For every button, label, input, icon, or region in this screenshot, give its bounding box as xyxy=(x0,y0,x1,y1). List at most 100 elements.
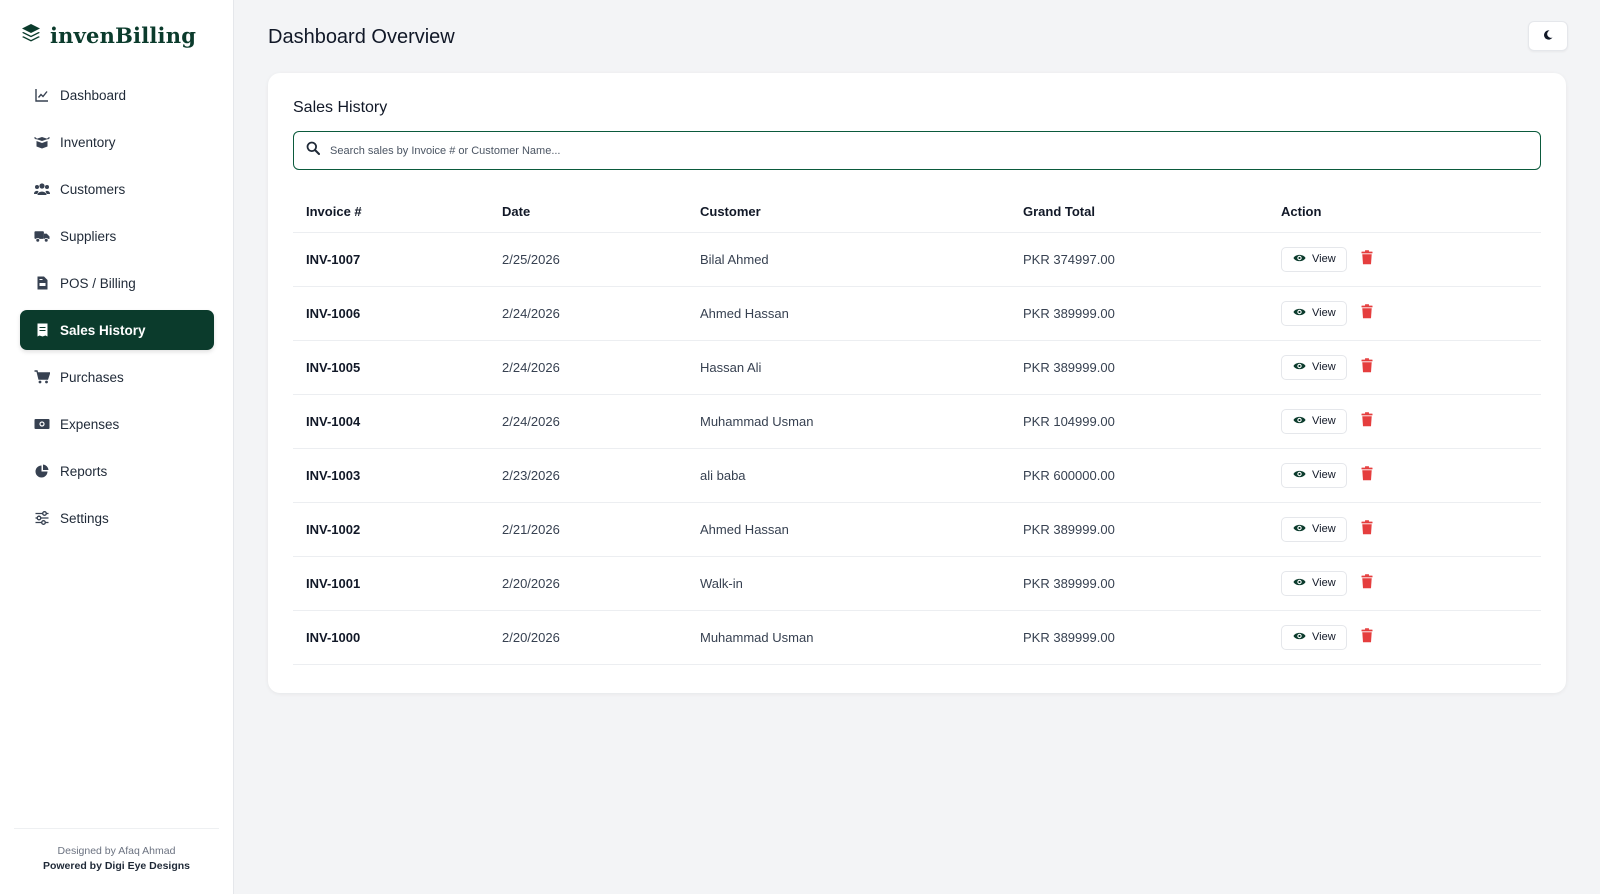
pie-chart-icon xyxy=(34,463,50,479)
customer-cell: Bilal Ahmed xyxy=(687,232,1010,287)
table-row: INV-1006 2/24/2026 Ahmed Hassan PKR 3899… xyxy=(293,286,1541,341)
eye-icon xyxy=(1293,523,1306,536)
invoice-number-cell: INV-1006 xyxy=(293,286,489,341)
sales-table: Invoice # Date Customer Grand Total Acti… xyxy=(293,192,1541,665)
sidebar-nav: Dashboard Inventory Customers Suppliers … xyxy=(20,75,214,545)
customer-cell: Ahmed Hassan xyxy=(687,502,1010,557)
search-icon xyxy=(306,141,320,160)
brand[interactable]: invenBilling xyxy=(20,22,196,49)
customer-cell: Muhammad Usman xyxy=(687,610,1010,665)
action-cell: View xyxy=(1268,610,1541,665)
view-button-label: View xyxy=(1312,523,1336,535)
view-button[interactable]: View xyxy=(1281,462,1347,488)
date-cell: 2/20/2026 xyxy=(489,610,687,665)
box-open-icon xyxy=(34,134,50,150)
sidebar-item-settings[interactable]: Settings xyxy=(20,498,214,538)
grand-total-cell: PKR 389999.00 xyxy=(1010,502,1268,557)
invoice-number-cell: INV-1005 xyxy=(293,340,489,395)
money-bill-icon xyxy=(34,416,50,432)
sidebar-item-sales-history[interactable]: Sales History xyxy=(20,310,214,350)
invoice-number-cell: INV-1007 xyxy=(293,232,489,287)
date-cell: 2/24/2026 xyxy=(489,340,687,395)
customer-cell: Walk-in xyxy=(687,556,1010,611)
table-row: INV-1003 2/23/2026 ali baba PKR 600000.0… xyxy=(293,448,1541,503)
invoice-number-cell: INV-1004 xyxy=(293,394,489,449)
delete-icon[interactable] xyxy=(1359,572,1375,590)
delete-icon[interactable] xyxy=(1359,356,1375,374)
theme-toggle-button[interactable] xyxy=(1528,21,1568,51)
sidebar-item-label: Suppliers xyxy=(60,228,117,244)
sidebar: invenBilling Dashboard Inventory Custome… xyxy=(0,0,234,894)
view-button-label: View xyxy=(1312,307,1336,319)
row-actions: View xyxy=(1281,624,1541,650)
column-header-date: Date xyxy=(489,192,687,233)
grand-total-cell: PKR 600000.00 xyxy=(1010,448,1268,503)
view-button-label: View xyxy=(1312,415,1336,427)
grand-total-cell: PKR 389999.00 xyxy=(1010,556,1268,611)
action-cell: View xyxy=(1268,340,1541,395)
view-button-label: View xyxy=(1312,631,1336,643)
brand-name: invenBilling xyxy=(50,23,197,48)
date-cell: 2/21/2026 xyxy=(489,502,687,557)
grand-total-cell: PKR 389999.00 xyxy=(1010,610,1268,665)
delete-icon[interactable] xyxy=(1359,626,1375,644)
grand-total-cell: PKR 104999.00 xyxy=(1010,394,1268,449)
eye-icon xyxy=(1293,631,1306,644)
table-row: INV-1001 2/20/2026 Walk-in PKR 389999.00… xyxy=(293,556,1541,611)
column-header-action: Action xyxy=(1268,192,1541,233)
row-actions: View xyxy=(1281,570,1541,596)
date-cell: 2/23/2026 xyxy=(489,448,687,503)
sidebar-item-label: Reports xyxy=(60,463,108,479)
sidebar-item-label: Expenses xyxy=(60,416,120,432)
sales-table-body: INV-1007 2/25/2026 Bilal Ahmed PKR 37499… xyxy=(293,232,1541,665)
grand-total-cell: PKR 389999.00 xyxy=(1010,340,1268,395)
invoice-number-cell: INV-1003 xyxy=(293,448,489,503)
invoice-number-cell: INV-1002 xyxy=(293,502,489,557)
sidebar-item-label: Dashboard xyxy=(60,87,127,103)
sidebar-item-pos-billing[interactable]: POS / Billing xyxy=(20,263,214,303)
view-button[interactable]: View xyxy=(1281,408,1347,434)
invoice-number-cell: INV-1001 xyxy=(293,556,489,611)
action-cell: View xyxy=(1268,556,1541,611)
delete-icon[interactable] xyxy=(1359,518,1375,536)
search-input[interactable] xyxy=(330,144,1520,157)
table-row: INV-1000 2/20/2026 Muhammad Usman PKR 38… xyxy=(293,610,1541,665)
sidebar-item-dashboard[interactable]: Dashboard xyxy=(20,75,214,115)
sidebar-item-inventory[interactable]: Inventory xyxy=(20,122,214,162)
page-title: Dashboard Overview xyxy=(268,26,455,48)
view-button[interactable]: View xyxy=(1281,516,1347,542)
view-button-label: View xyxy=(1312,577,1336,589)
customer-cell: Hassan Ali xyxy=(687,340,1010,395)
action-cell: View xyxy=(1268,286,1541,341)
delete-icon[interactable] xyxy=(1359,464,1375,482)
view-button[interactable]: View xyxy=(1281,624,1347,650)
sidebar-item-suppliers[interactable]: Suppliers xyxy=(20,216,214,256)
cart-icon xyxy=(34,369,50,385)
sidebar-item-label: Inventory xyxy=(60,134,116,150)
delete-icon[interactable] xyxy=(1359,302,1375,320)
sales-history-card: Sales History Invoice # Date Customer Gr… xyxy=(268,73,1566,693)
sidebar-item-label: POS / Billing xyxy=(60,275,136,291)
sidebar-item-expenses[interactable]: Expenses xyxy=(20,404,214,444)
table-row: INV-1005 2/24/2026 Hassan Ali PKR 389999… xyxy=(293,340,1541,395)
customer-cell: Ahmed Hassan xyxy=(687,286,1010,341)
row-actions: View xyxy=(1281,354,1541,380)
receipt-icon xyxy=(34,322,50,338)
powered-by-text: Powered by Digi Eye Designs xyxy=(42,860,191,872)
action-cell: View xyxy=(1268,448,1541,503)
date-cell: 2/20/2026 xyxy=(489,556,687,611)
view-button[interactable]: View xyxy=(1281,570,1347,596)
table-row: INV-1007 2/25/2026 Bilal Ahmed PKR 37499… xyxy=(293,232,1541,287)
view-button[interactable]: View xyxy=(1281,300,1347,326)
delete-icon[interactable] xyxy=(1359,248,1375,266)
delete-icon[interactable] xyxy=(1359,410,1375,428)
view-button[interactable]: View xyxy=(1281,246,1347,272)
column-header-customer: Customer xyxy=(687,192,1010,233)
sidebar-item-customers[interactable]: Customers xyxy=(20,169,214,209)
designed-by-text: Designed by Afaq Ahmad xyxy=(57,845,176,857)
sidebar-item-reports[interactable]: Reports xyxy=(20,451,214,491)
grand-total-cell: PKR 389999.00 xyxy=(1010,286,1268,341)
view-button[interactable]: View xyxy=(1281,354,1347,380)
sliders-icon xyxy=(34,510,50,526)
sidebar-item-purchases[interactable]: Purchases xyxy=(20,357,214,397)
